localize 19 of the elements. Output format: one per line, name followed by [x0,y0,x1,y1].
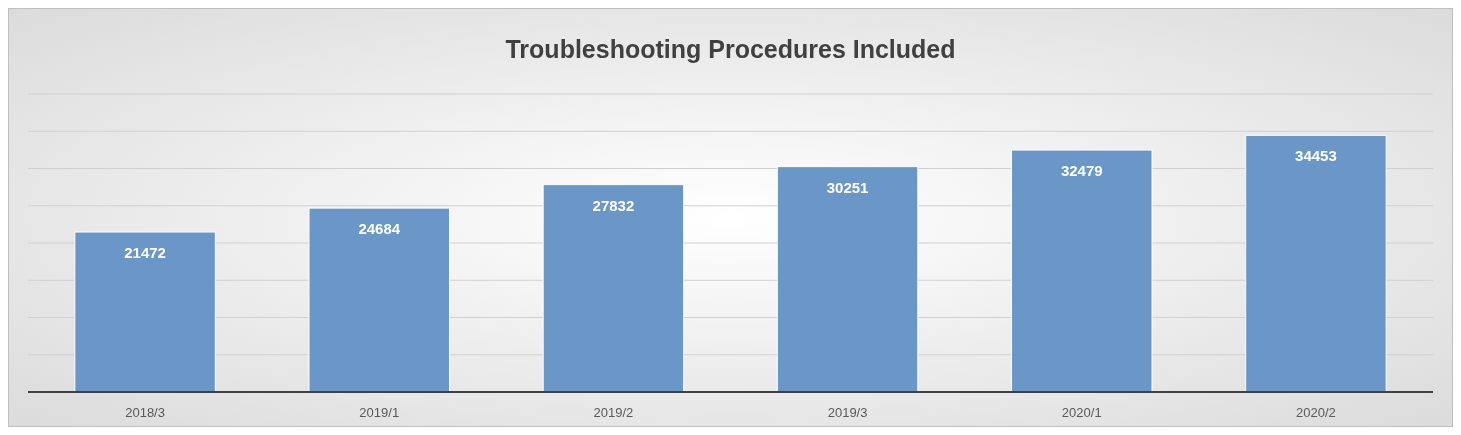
x-tick-label: 2018/3 [125,405,165,420]
data-label: 32479 [1060,162,1103,180]
data-label: 30251 [826,178,869,196]
data-label: 34453 [1295,147,1337,165]
bar [542,184,685,393]
x-tick-label: 2020/2 [1296,405,1336,420]
x-tick-label: 2020/1 [1061,405,1102,420]
data-label: 24684 [358,220,401,238]
chart-title: Troubleshooting Procedures Included [505,35,956,63]
bar [74,231,216,393]
bar [1011,149,1153,393]
x-tick-label: 2019/3 [827,405,868,420]
bar [1245,134,1387,393]
bar [776,166,919,393]
data-label: 27832 [592,196,635,214]
data-label: 21472 [124,244,166,262]
x-tick-label: 2019/1 [359,405,400,420]
x-tick-label: 2019/2 [593,405,634,420]
bar [308,207,450,393]
